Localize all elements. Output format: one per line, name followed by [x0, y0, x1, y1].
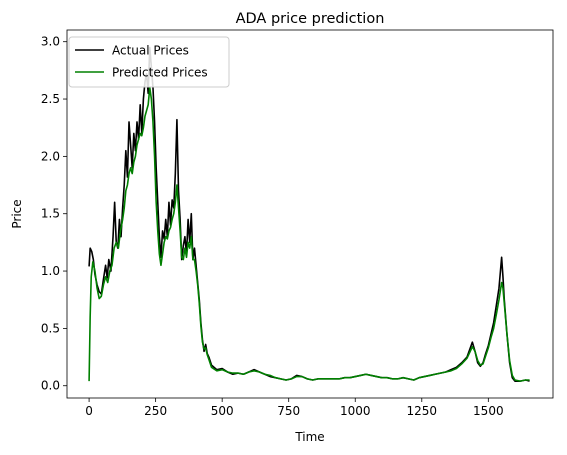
- legend-label-predicted: Predicted Prices: [112, 66, 208, 80]
- y-tick-label: 2.0: [41, 149, 60, 163]
- series-line-predicted-prices: [88, 86, 530, 382]
- y-tick-label: 0.0: [41, 379, 60, 393]
- y-tick-label: 1.5: [41, 207, 60, 221]
- chart-title: ADA price prediction: [236, 11, 385, 27]
- x-tick-label: 1500: [473, 404, 504, 418]
- series-layer: [88, 46, 530, 382]
- y-axis-label: Price: [10, 199, 24, 228]
- y-tick-label: 0.5: [41, 321, 60, 335]
- legend-label-actual: Actual Prices: [112, 44, 189, 58]
- y-tick-label: 1.0: [41, 264, 60, 278]
- x-tick-label: 250: [144, 404, 167, 418]
- x-tick-label: 1250: [407, 404, 438, 418]
- y-tick-label: 3.0: [41, 35, 60, 49]
- y-tick-label: 2.5: [41, 92, 60, 106]
- x-tick-label: 500: [211, 404, 234, 418]
- legend: Actual Prices Predicted Prices: [68, 36, 230, 88]
- x-tick-label: 750: [277, 404, 300, 418]
- y-axis-ticks: 0.0 0.5 1.0 1.5 2.0 2.5 3.0: [41, 35, 67, 393]
- legend-box: [68, 36, 230, 88]
- x-tick-label: 1000: [340, 404, 371, 418]
- x-tick-label: 0: [85, 404, 93, 418]
- x-axis-label: Time: [294, 430, 324, 444]
- x-axis-ticks: 0 250 500 750 1000 1250 1500: [85, 398, 504, 418]
